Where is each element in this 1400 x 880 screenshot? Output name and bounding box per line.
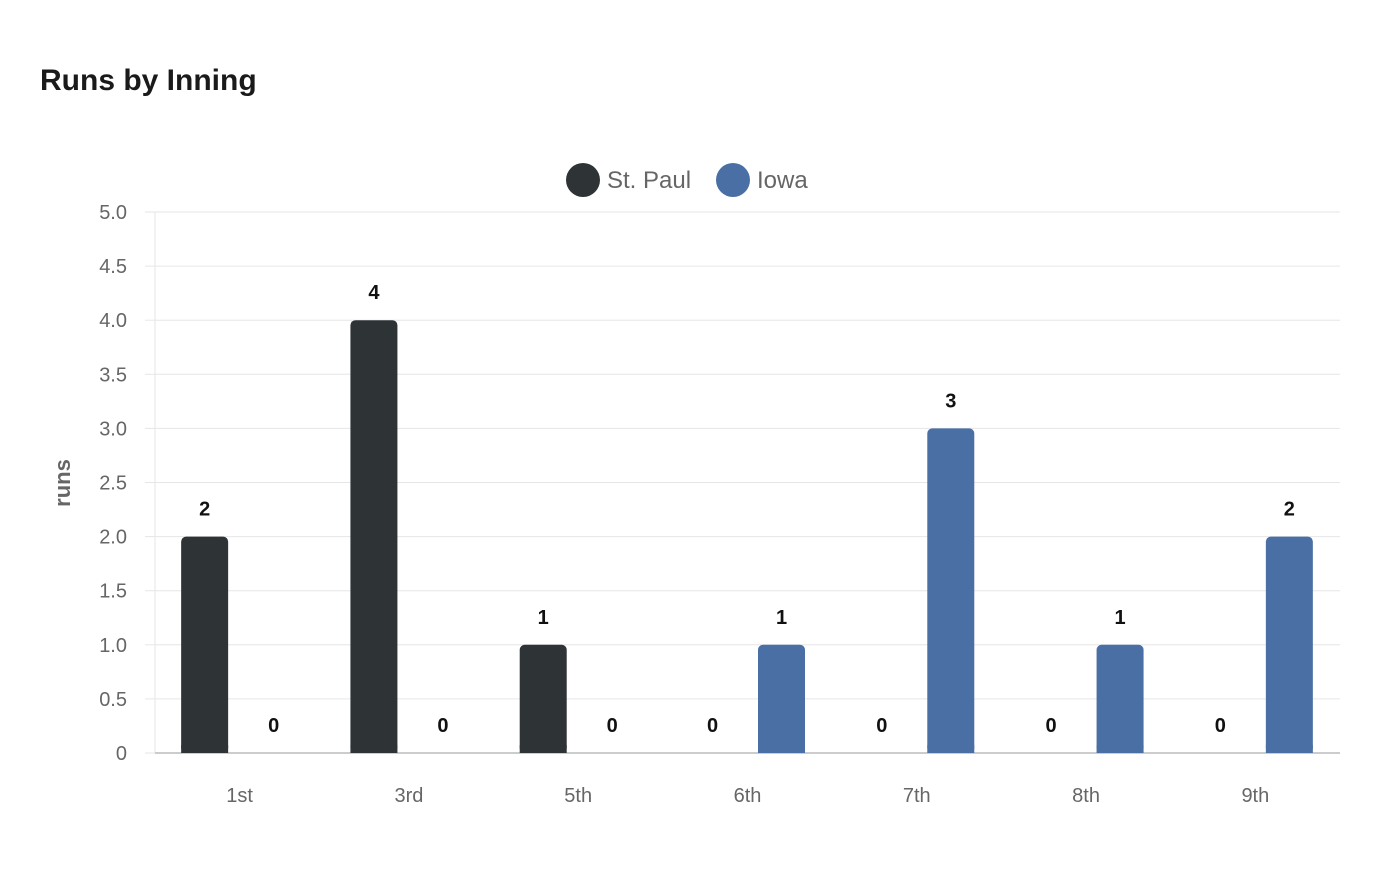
data-labels: 2 0 4 0 1 0 0 1 0 3 0 1 0 2 (199, 282, 1295, 737)
y-tick-label: 5.0 (99, 202, 127, 224)
x-tick-label: 8th (1072, 785, 1100, 807)
data-label: 1 (1115, 607, 1126, 629)
x-axis: 1st 3rd 5th 6th 7th 8th 9th (155, 752, 1340, 807)
bar-base (1096, 745, 1144, 753)
y-axis-label: runs (50, 459, 75, 507)
data-label: 3 (945, 390, 956, 412)
bar (519, 644, 567, 753)
bar (1096, 644, 1144, 753)
x-tick-label: 3rd (394, 785, 423, 807)
x-tick-label: 5th (564, 785, 592, 807)
y-tick-label: 3.5 (99, 364, 127, 386)
data-label: 1 (538, 607, 549, 629)
gridlines (145, 211, 1340, 754)
bar (350, 320, 398, 753)
data-label: 0 (607, 715, 618, 737)
bar-base (927, 745, 975, 753)
bar-base (181, 745, 229, 753)
y-tick-label: 3.0 (99, 418, 127, 440)
x-tick-label: 9th (1241, 785, 1269, 807)
data-label: 0 (1215, 715, 1226, 737)
bar-base (350, 745, 398, 753)
bar (181, 536, 229, 753)
legend-swatch (716, 163, 750, 197)
bar (1265, 536, 1313, 753)
data-label: 0 (1046, 715, 1057, 737)
data-label: 0 (707, 715, 718, 737)
y-tick-label: 2.0 (99, 527, 127, 549)
bar-base (758, 745, 805, 753)
data-label: 0 (876, 715, 887, 737)
bar (927, 428, 975, 753)
data-label: 0 (268, 715, 279, 737)
x-tick-label: 1st (226, 785, 253, 807)
y-tick-label: 2.5 (99, 473, 127, 495)
y-tick-label: 4.0 (99, 310, 127, 332)
legend: St. Paul Iowa (566, 163, 808, 197)
data-label: 2 (199, 499, 210, 521)
y-tick-label: 0 (116, 743, 127, 765)
y-tick-label: 1.5 (99, 581, 127, 603)
data-label: 4 (368, 282, 380, 304)
legend-label: Iowa (757, 167, 808, 194)
y-axis: 0 0.5 1.0 1.5 2.0 2.5 3.0 3.5 4.0 4.5 5.0 (99, 202, 156, 765)
data-label: 1 (776, 607, 787, 629)
bars (181, 320, 1313, 753)
y-tick-label: 0.5 (99, 689, 127, 711)
y-tick-label: 1.0 (99, 635, 127, 657)
bar-base (1265, 745, 1313, 753)
data-label: 2 (1284, 499, 1295, 521)
y-tick-label: 4.5 (99, 256, 127, 278)
bar-base (519, 745, 567, 753)
data-label: 0 (437, 715, 448, 737)
x-tick-label: 6th (734, 785, 762, 807)
legend-label: St. Paul (607, 167, 691, 194)
chart-title: Runs by Inning (40, 64, 257, 97)
legend-swatch (566, 163, 600, 197)
bar (758, 644, 805, 753)
x-tick-label: 7th (903, 785, 931, 807)
